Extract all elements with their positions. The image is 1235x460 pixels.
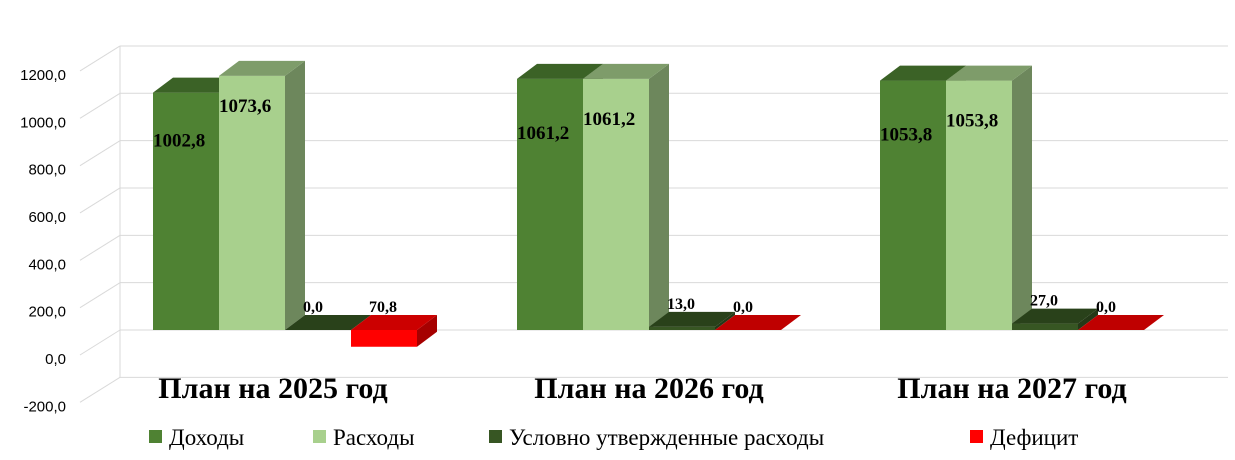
legend-label: Дефицит [990, 425, 1078, 450]
bar-top [715, 315, 801, 330]
bars [153, 60, 1164, 347]
y-axis: -200,0 0,0 200,0 400,0 600,0 800,0 1000,0 1200,… [20, 67, 66, 415]
gridline-depth [79, 329, 121, 356]
legend-item: Условно утвержденные расходы [489, 425, 824, 450]
gridline-depth [79, 187, 121, 214]
y-tick-label: 400,0 [28, 256, 66, 273]
bar-front [649, 326, 715, 330]
bar-side [1078, 308, 1098, 330]
y-tick-label: -200,0 [23, 398, 66, 415]
y-tick-label: 600,0 [28, 209, 66, 226]
y-tick-label: 200,0 [28, 304, 66, 321]
legend-item: Дефицит [970, 425, 1078, 450]
bar-2-1 [649, 311, 735, 330]
bar-front [219, 75, 285, 331]
legend: Доходы Расходы Условно утвержденные расход… [149, 425, 1078, 450]
gridline-depth [79, 376, 121, 403]
data-label: 13,0 [667, 296, 695, 313]
gridline-depth [79, 45, 121, 72]
category-label: План на 2025 год [158, 372, 387, 405]
bar-top [219, 60, 305, 76]
legend-item: Расходы [313, 425, 415, 450]
y-tick-label: 1000,0 [20, 114, 66, 131]
bar-front [946, 80, 1012, 330]
bar-2-2 [1012, 308, 1098, 330]
bar-top [285, 315, 371, 330]
bar-2-0 [285, 315, 371, 330]
legend-swatch [489, 430, 502, 443]
bar-1-1 [583, 63, 669, 330]
y-tick-label: 1200,0 [20, 67, 66, 84]
legend-label: Расходы [333, 425, 415, 450]
bar-top [517, 63, 603, 79]
gridline-depth [79, 140, 121, 167]
category-label: План на 2026 год [534, 372, 763, 405]
data-label: 1053,8 [946, 111, 998, 132]
bar-top [649, 311, 735, 327]
category-label: План на 2027 год [897, 372, 1126, 405]
data-labels: 1002,8 1073,6 0,0 70,8 1061,2 1061,2 13,0 0,0 10… [153, 96, 1116, 316]
data-label: 1073,6 [219, 96, 271, 117]
bar-top [1012, 308, 1098, 324]
data-label: 1061,2 [517, 123, 569, 144]
bar-front [517, 78, 583, 330]
bar-side [715, 311, 735, 330]
bar-side [1012, 65, 1032, 330]
bar-top [153, 77, 239, 93]
category-labels: План на 2025 год План на 2026 год План на … [158, 372, 1126, 405]
data-label: 27,0 [1030, 293, 1058, 310]
bar-top [583, 63, 669, 79]
legend-swatch [970, 430, 983, 443]
bar-3-0 [351, 315, 437, 347]
bar-1-2 [946, 65, 1032, 330]
bar-side [285, 60, 305, 331]
bar-front [583, 78, 649, 330]
legend-item: Доходы [149, 425, 244, 450]
bar-1-0 [219, 60, 305, 331]
legend-swatch [313, 430, 326, 443]
data-label: 0,0 [1096, 299, 1116, 316]
y-tick-label: 0,0 [45, 351, 66, 368]
data-label: 70,8 [369, 299, 397, 316]
gridline-depth [79, 92, 121, 119]
bar-front [880, 80, 946, 330]
data-label: 1061,2 [583, 109, 635, 130]
data-label: 1002,8 [153, 131, 205, 152]
bar-front [153, 92, 219, 330]
bar-side [649, 63, 669, 330]
bar-top [880, 65, 966, 81]
y-tick-label: 800,0 [28, 162, 66, 179]
data-label: 0,0 [733, 299, 753, 316]
bar-top [1078, 315, 1164, 330]
legend-label: Доходы [169, 425, 244, 450]
data-label: 1053,8 [880, 125, 932, 146]
bar-top [351, 315, 437, 330]
data-label: 0,0 [303, 299, 323, 316]
bar-front [351, 330, 417, 347]
bar-side [417, 315, 437, 347]
gridline-depth [79, 282, 121, 309]
legend-label: Условно утвержденные расходы [509, 425, 824, 450]
bar-front [1012, 323, 1078, 330]
legend-swatch [149, 430, 162, 443]
bar-3-2 [1078, 315, 1164, 330]
bar-3-1 [715, 315, 801, 330]
gridline-depth [79, 234, 121, 261]
bar-top [946, 65, 1032, 81]
